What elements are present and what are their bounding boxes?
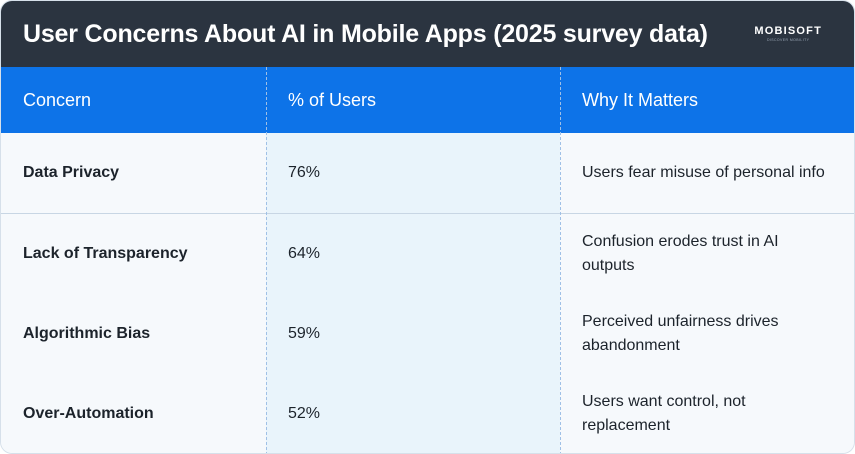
percent-cell: 59%: [266, 294, 560, 374]
concern-cell: Lack of Transparency: [1, 214, 266, 294]
why-cell: Users fear misuse of personal info: [560, 133, 854, 213]
percent-cell: 52%: [266, 374, 560, 453]
column-divider: [560, 67, 561, 453]
why-cell: Perceived unfairness drives abandonment: [560, 294, 854, 374]
why-cell: Users want control, not replacement: [560, 374, 854, 453]
table-row: Algorithmic Bias 59% Perceived unfairnes…: [1, 293, 854, 374]
table-row: Over-Automation 52% Users want control, …: [1, 373, 854, 453]
logo-tagline: DISCOVER MOBILITY: [766, 37, 810, 42]
concern-cell: Algorithmic Bias: [1, 294, 266, 374]
table-header: Concern % of Users Why It Matters: [1, 67, 854, 133]
title-bar: User Concerns About AI in Mobile Apps (2…: [1, 1, 854, 67]
column-header-concern: Concern: [23, 89, 92, 110]
table-row: Lack of Transparency 64% Confusion erode…: [1, 213, 854, 294]
percent-cell: 64%: [266, 214, 560, 294]
column-divider: [266, 67, 267, 453]
column-header-why: Why It Matters: [582, 89, 699, 110]
why-cell: Confusion erodes trust in AI outputs: [560, 214, 854, 294]
brand-logo: MOBISOFT DISCOVER MOBILITY: [754, 24, 822, 43]
percent-cell: 76%: [266, 133, 560, 213]
concern-cell: Over-Automation: [1, 374, 266, 453]
page-title: User Concerns About AI in Mobile Apps (2…: [23, 19, 708, 48]
table-body: Data Privacy 76% Users fear misuse of pe…: [1, 133, 854, 453]
logo-text: MOBISOFT: [754, 24, 822, 37]
table-row: Data Privacy 76% Users fear misuse of pe…: [1, 133, 854, 213]
concern-cell: Data Privacy: [1, 133, 266, 213]
column-header-percent: % of Users: [288, 89, 377, 110]
